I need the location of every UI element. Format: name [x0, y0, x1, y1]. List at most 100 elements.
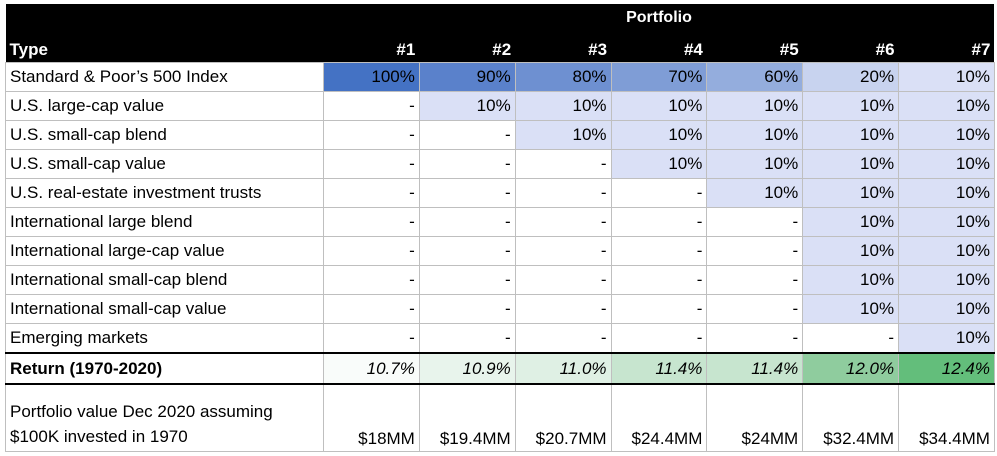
allocation-cell: 10% — [802, 265, 900, 295]
allocation-cell: 10% — [898, 323, 995, 354]
return-cell: 12.4% — [898, 352, 995, 385]
portfolio-header-2: #2 — [419, 32, 516, 63]
allocation-cell: - — [610, 323, 708, 354]
allocation-cell: 10% — [802, 294, 900, 324]
return-cell: 10.9% — [418, 352, 516, 385]
portfolio-header-5: #5 — [706, 32, 803, 63]
allocation-cell: - — [610, 236, 708, 266]
asset-class-label: Emerging markets — [5, 323, 324, 354]
allocation-cell: - — [323, 294, 420, 324]
allocation-cell: - — [514, 236, 612, 266]
allocation-cell: 10% — [898, 91, 995, 121]
portfolio-group-header: Portfolio — [323, 4, 995, 32]
allocation-cell: - — [418, 236, 516, 266]
allocation-cell: 10% — [802, 120, 900, 150]
asset-class-label: U.S. small-cap value — [5, 149, 324, 179]
allocation-cell: - — [706, 265, 804, 295]
allocation-cell: 10% — [898, 236, 995, 266]
return-cell: 10.7% — [323, 352, 420, 385]
allocation-cell: 80% — [514, 62, 612, 92]
return-cell: 11.4% — [706, 352, 804, 385]
portfolio-header-6: #6 — [802, 32, 899, 63]
allocation-cell: 10% — [802, 178, 900, 208]
allocation-row: International large-cap value - - - - -10% 10% — [5, 236, 995, 266]
allocation-cell: 10% — [898, 178, 995, 208]
allocation-cell: - — [610, 207, 708, 237]
allocation-cell: - — [418, 149, 516, 179]
type-header: Type — [5, 32, 324, 63]
allocation-row: International small-cap value - - - - -10% 10% — [5, 294, 995, 324]
portfolio-header-7: #7 — [898, 32, 995, 63]
allocation-row: U.S. large-cap value -10% 10% 10% 10% 10% 10% — [5, 91, 995, 121]
allocation-cell: 60% — [706, 62, 804, 92]
allocation-cell: 10% — [898, 265, 995, 295]
allocation-row: International small-cap blend - - - - -10% 10% — [5, 265, 995, 295]
allocation-cell: - — [323, 120, 420, 150]
allocation-cell: - — [323, 178, 420, 208]
portfolio-value-cell: $34.4MM — [898, 383, 995, 452]
allocation-cell: - — [418, 294, 516, 324]
allocation-cell: 10% — [802, 207, 900, 237]
allocation-cell: 90% — [418, 62, 516, 92]
allocation-cell: - — [610, 265, 708, 295]
allocation-cell: 10% — [418, 91, 516, 121]
allocation-cell: - — [323, 149, 420, 179]
asset-class-label: International small-cap blend — [5, 265, 324, 295]
allocation-cell: - — [514, 149, 612, 179]
asset-class-label: Standard & Poor’s 500 Index — [5, 62, 324, 92]
allocation-cell: - — [323, 207, 420, 237]
portfolio-value-cell: $19.4MM — [418, 383, 516, 452]
return-cell: 11.4% — [610, 352, 708, 385]
allocation-cell: - — [706, 294, 804, 324]
allocation-row: Standard & Poor’s 500 Index 100% 90% 80% 70%… — [5, 62, 995, 92]
allocation-cell: - — [706, 207, 804, 237]
asset-class-label: International large blend — [5, 207, 324, 237]
allocation-cell: 10% — [898, 294, 995, 324]
portfolio-value-cell: $24MM — [706, 383, 804, 452]
blank-header-cell — [5, 4, 324, 32]
allocation-cell: - — [706, 323, 804, 354]
allocation-cell: 20% — [802, 62, 900, 92]
portfolio-table: Portfolio Type #1 #2 #3 #4 #5 #6 #7 Stan… — [5, 4, 995, 452]
allocation-cell: - — [323, 265, 420, 295]
allocation-cell: 10% — [898, 62, 995, 92]
allocation-row: U.S. real-estate investment trusts - - - -10… — [5, 178, 995, 208]
allocation-cell: - — [514, 265, 612, 295]
allocation-cell: - — [418, 265, 516, 295]
portfolio-header-4: #4 — [611, 32, 707, 63]
allocation-cell: 10% — [802, 149, 900, 179]
allocation-cell: 10% — [706, 149, 804, 179]
asset-class-label: U.S. real-estate investment trusts — [5, 178, 324, 208]
allocation-cell: 10% — [898, 120, 995, 150]
portfolio-header-1: #1 — [323, 32, 420, 63]
allocation-cell: 10% — [514, 120, 612, 150]
group-header-row: Portfolio — [5, 4, 995, 32]
asset-class-label: U.S. large-cap value — [5, 91, 324, 121]
return-cell: 11.0% — [514, 352, 612, 385]
return-cell: 12.0% — [802, 352, 900, 385]
allocation-cell: 70% — [610, 62, 708, 92]
allocation-cell: - — [610, 178, 708, 208]
portfolio-value-cell: $20.7MM — [514, 383, 612, 452]
asset-class-label: U.S. small-cap blend — [5, 120, 324, 150]
allocation-cell: - — [514, 323, 612, 354]
allocation-cell: 10% — [514, 91, 612, 121]
allocation-cell: - — [418, 178, 516, 208]
allocation-cell: - — [418, 207, 516, 237]
portfolio-value-cell: $24.4MM — [610, 383, 708, 452]
allocation-cell: - — [514, 178, 612, 208]
portfolio-header-3: #3 — [515, 32, 612, 63]
allocation-cell: 10% — [802, 236, 900, 266]
allocation-cell: 10% — [898, 149, 995, 179]
allocation-cell: 10% — [610, 120, 708, 150]
return-row: Return (1970-2020) 10.7% 10.9% 11.0% 11.4% 11… — [5, 352, 995, 385]
portfolio-value-cell: $32.4MM — [802, 383, 900, 452]
portfolio-value-label: Portfolio value Dec 2020 assuming $100K … — [5, 383, 324, 452]
column-header-row: Type #1 #2 #3 #4 #5 #6 #7 — [5, 32, 995, 63]
allocation-cell: - — [706, 236, 804, 266]
allocation-cell: - — [323, 91, 420, 121]
allocation-row: U.S. small-cap value - - -10% 10% 10% 10% — [5, 149, 995, 179]
asset-class-label: International large-cap value — [5, 236, 324, 266]
allocation-cell: 10% — [898, 207, 995, 237]
portfolio-value-row: Portfolio value Dec 2020 assuming $100K … — [5, 383, 995, 452]
